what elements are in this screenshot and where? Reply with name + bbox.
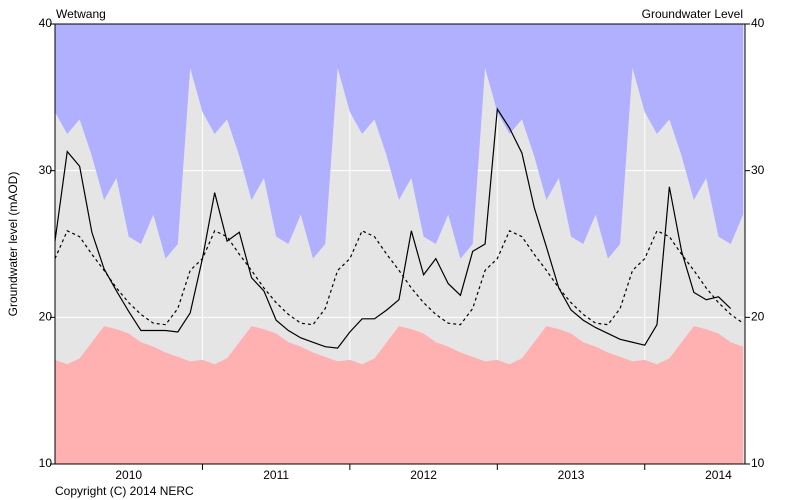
- y2-tick-label: 30: [751, 163, 765, 177]
- x-tick-label: 2013: [558, 468, 585, 482]
- x-tick-label: 2010: [115, 468, 142, 482]
- envelope-area: [55, 24, 744, 259]
- level-line: [54, 107, 732, 349]
- plot-frame: [54, 23, 746, 465]
- y-tick-label: 10: [39, 456, 53, 470]
- y-tick-label: 20: [39, 310, 53, 324]
- y-tick-label: 40: [39, 16, 53, 30]
- x-tick-label: 2011: [263, 468, 289, 482]
- x-tick-label: 2012: [410, 468, 437, 482]
- y2-tick-label: 10: [751, 456, 765, 470]
- footer: Copyright (C) 2014 NERC: [55, 484, 194, 498]
- envelope-area: [55, 326, 744, 464]
- y2-tick-label: 40: [751, 16, 765, 30]
- x-tick-label: 2014: [705, 468, 732, 482]
- y-axis-label: Groundwater level (mAOD): [6, 172, 20, 317]
- chart-title: Wetwang: [56, 7, 106, 21]
- average-line: [54, 229, 744, 326]
- y2-tick-label: 20: [751, 310, 765, 324]
- chart-subtitle: Groundwater Level: [642, 7, 743, 21]
- y-tick-label: 30: [39, 163, 53, 177]
